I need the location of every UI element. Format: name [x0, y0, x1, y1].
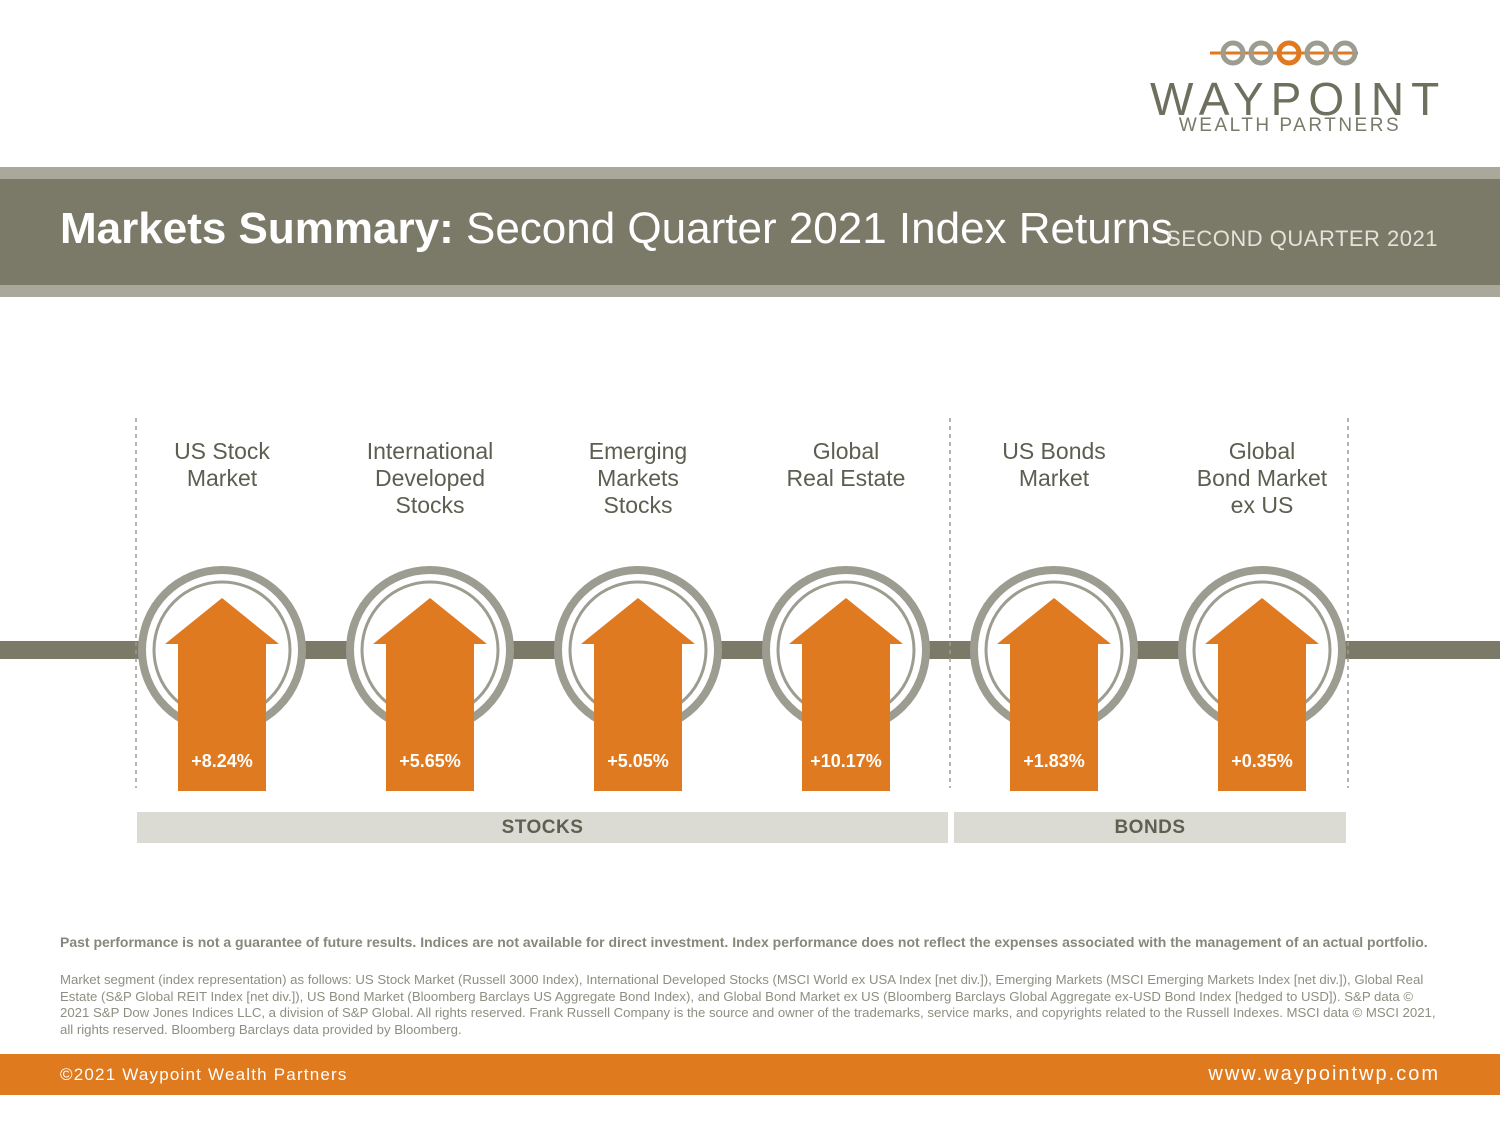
logo-name: WAYPOINT [1150, 73, 1447, 125]
index-returns-chart: US Stock Market +8.24% International Develop… [0, 400, 1500, 860]
category-label-line: Market [1018, 465, 1090, 491]
index-details-text: Market segment (index representation) as… [60, 972, 1436, 1037]
category-label-line: Bond Market [1196, 465, 1328, 491]
arrow-up-icon-3 [789, 598, 903, 791]
category-label-line: US Bonds [1002, 438, 1106, 464]
category-label-3: Global Real Estate [751, 438, 941, 492]
arrow-up-icon-5 [1205, 598, 1319, 791]
group-label-stocks: STOCKS [137, 812, 948, 843]
logo-rings-icon [1210, 40, 1358, 66]
category-label-line: Real Estate [786, 465, 906, 491]
category-label-1: International Developed Stocks [335, 438, 525, 519]
group-label-bonds: BONDS [954, 812, 1346, 843]
page-title-light: Second Quarter 2021 Index Returns [465, 204, 1173, 253]
category-label-4: US Bonds Market [959, 438, 1149, 492]
website-link[interactable]: www.waypointwp.com [1208, 1063, 1440, 1085]
category-label-line: Markets [597, 465, 679, 491]
value-label-2: +5.05% [607, 751, 669, 771]
page-title-bold: Markets Summary: [60, 204, 454, 253]
category-label-line: Developed [375, 465, 485, 491]
header-banner [0, 179, 1500, 285]
logo-subtitle: WEALTH PARTNERS [1178, 115, 1402, 136]
category-label-line: Stocks [603, 492, 673, 518]
category-label-2: Emerging Markets Stocks [543, 438, 733, 519]
category-label-0: US Stock Market [127, 438, 317, 492]
category-label-line: US Stock [174, 438, 270, 464]
copyright-text: ©2021 Waypoint Wealth Partners [60, 1065, 348, 1084]
quarter-label: SECOND QUARTER 2021 [1166, 226, 1438, 251]
banner-bottom-stripe [0, 285, 1500, 297]
value-label-5: +0.35% [1231, 751, 1293, 771]
footer-bar: ©2021 Waypoint Wealth Partners www.waypo… [0, 1054, 1500, 1095]
value-label-4: +1.83% [1023, 751, 1085, 771]
banner-top-stripe [0, 167, 1500, 179]
category-label-line: ex US [1230, 492, 1294, 518]
chart-graphics [0, 418, 1500, 791]
category-label-line: Emerging [588, 438, 688, 464]
category-label-line: Stocks [395, 492, 465, 518]
value-label-0: +8.24% [191, 751, 253, 771]
value-label-3: +10.17% [810, 751, 882, 771]
arrow-up-icon-2 [581, 598, 695, 791]
page-title: Markets Summary: Second Quarter 2021 Ind… [60, 204, 1173, 254]
category-label-line: Market [186, 465, 258, 491]
disclaimer-text: Past performance is not a guarantee of f… [60, 934, 1428, 950]
category-label-line: International [366, 438, 494, 464]
arrow-up-icon-1 [373, 598, 487, 791]
waypoint-logo: WAYPOINT WEALTH PARTNERS [1150, 36, 1447, 146]
category-label-line: Global [812, 438, 880, 464]
category-label-5: Global Bond Market ex US [1167, 438, 1357, 519]
category-label-line: Global [1228, 438, 1296, 464]
arrow-up-icon-4 [997, 598, 1111, 791]
value-label-1: +5.65% [399, 751, 461, 771]
arrow-up-icon-0 [165, 598, 279, 791]
